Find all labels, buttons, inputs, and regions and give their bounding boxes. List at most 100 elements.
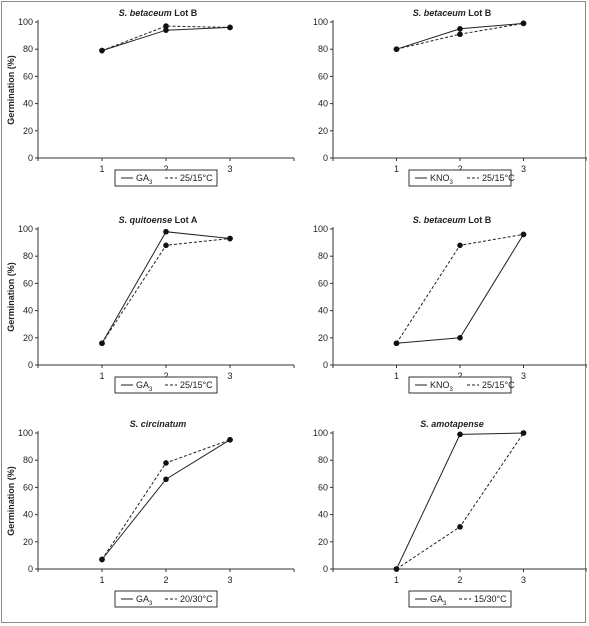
y-tick-label: 40 (23, 99, 33, 109)
series-line-temperature (396, 432, 524, 570)
legend-label-main: GA (136, 380, 149, 390)
y-tick-label: 80 (23, 455, 33, 465)
y-tick-label: 0 (28, 153, 33, 163)
data-point (99, 556, 105, 563)
chart-legend: GA3 25/15°C (114, 169, 218, 187)
x-tick-label: 3 (227, 371, 232, 381)
x-tick-label: 1 (99, 371, 104, 381)
data-point (457, 335, 463, 341)
data-point (457, 524, 463, 530)
legend-label-main: KNO (430, 173, 450, 183)
data-point (163, 460, 169, 466)
legend-label-treatment: KNO3 (430, 173, 454, 186)
y-tick-label: 100 (313, 17, 328, 27)
y-tick-label: 0 (323, 360, 328, 370)
chart-legend: KNO3 25/15°C (408, 376, 515, 394)
x-tick-label: 3 (521, 575, 526, 585)
legend-label-main: GA (430, 594, 443, 604)
chart-title-lot: Lot B (466, 8, 492, 18)
x-tick-label: 2 (457, 371, 462, 381)
y-tick-label: 80 (23, 251, 33, 261)
chart-legend: KNO3 25/15°C (408, 169, 515, 187)
chart-title-species: S. betaceum (413, 215, 466, 225)
series-line-temperature (101, 238, 231, 344)
y-tick-label: 80 (318, 44, 328, 54)
chart-legend: GA3 25/15°C (114, 376, 218, 394)
legend-label-treatment: GA3 (430, 594, 447, 607)
chart-title-lot: Lot B (466, 215, 492, 225)
legend-label-treatment: KNO3 (430, 380, 454, 393)
chart-title: S. amotapense (420, 419, 484, 429)
chart-legend: GA3 20/30°C (114, 590, 218, 608)
chart-title-lot: Lot B (172, 8, 198, 18)
x-tick-label: 1 (394, 164, 399, 174)
data-point (99, 340, 105, 347)
y-axis-label: Germination (%) (6, 262, 16, 332)
x-tick-label: 3 (521, 371, 526, 381)
chart-title: S. quitoense Lot A (119, 215, 198, 225)
chart-title-species: S. circinatum (130, 419, 187, 429)
y-tick-label: 60 (23, 71, 33, 81)
y-tick-label: 40 (318, 99, 328, 109)
y-tick-label: 20 (23, 333, 33, 343)
x-tick-label: 1 (394, 371, 399, 381)
y-tick-label: 80 (318, 455, 328, 465)
legend-label-main: GA (136, 594, 149, 604)
data-point (227, 235, 233, 242)
data-point (393, 566, 400, 572)
data-point (520, 20, 527, 27)
legend-label-subscript: 3 (149, 387, 153, 393)
y-tick-label: 100 (313, 224, 328, 234)
y-tick-label: 20 (23, 537, 33, 547)
x-tick-label: 1 (99, 164, 104, 174)
chart-title-species: S. quitoense (119, 215, 173, 225)
x-tick-label: 3 (521, 164, 526, 174)
y-tick-label: 20 (318, 333, 328, 343)
x-tick-label: 2 (457, 575, 462, 585)
y-tick-label: 40 (23, 306, 33, 316)
y-axis-label: Germination (%) (6, 55, 16, 125)
y-tick-label: 40 (23, 510, 33, 520)
legend-label-temperature: 20/30°C (180, 594, 213, 604)
y-tick-label: 100 (18, 17, 33, 27)
series-line-treatment (101, 231, 231, 344)
chart-title: S. betaceum Lot B (413, 215, 492, 225)
chart-title: S. betaceum Lot B (413, 8, 492, 18)
y-tick-label: 0 (28, 564, 33, 574)
chart-panel-1: S. betaceum Lot B 0 20 40 60 80 100 1 2 3 Germinat… (6, 8, 295, 187)
x-tick-label: 2 (163, 575, 168, 585)
x-tick-label: 2 (163, 371, 168, 381)
data-point (163, 228, 169, 235)
y-tick-label: 20 (23, 126, 33, 136)
data-point (393, 340, 400, 347)
legend-label-temperature: 25/15°C (180, 173, 213, 183)
legend-label-subscript: 3 (443, 601, 447, 607)
y-tick-label: 60 (23, 482, 33, 492)
legend-label-temperature: 25/15°C (482, 380, 515, 390)
series-line-treatment (101, 439, 231, 560)
legend-label-temperature: 25/15°C (482, 173, 515, 183)
y-tick-label: 20 (318, 537, 328, 547)
series-line-temperature (396, 233, 524, 344)
data-point (163, 23, 169, 29)
x-tick-label: 2 (457, 164, 462, 174)
y-tick-label: 60 (318, 482, 328, 492)
legend-label-main: GA (136, 173, 149, 183)
legend-label-treatment: GA3 (136, 380, 153, 393)
legend-box (408, 169, 512, 187)
data-point (520, 430, 527, 436)
chart-title-species: S. betaceum (413, 8, 466, 18)
y-axis-label: Germination (%) (6, 466, 16, 536)
legend-label-subscript: 3 (149, 180, 153, 186)
data-point (227, 24, 233, 31)
y-tick-label: 0 (28, 360, 33, 370)
y-tick-label: 40 (318, 510, 328, 520)
y-tick-label: 100 (18, 224, 33, 234)
x-tick-label: 1 (99, 575, 104, 585)
x-tick-label: 1 (394, 575, 399, 585)
legend-label-temperature: 15/30°C (474, 594, 507, 604)
series-line-temperature (101, 25, 231, 52)
